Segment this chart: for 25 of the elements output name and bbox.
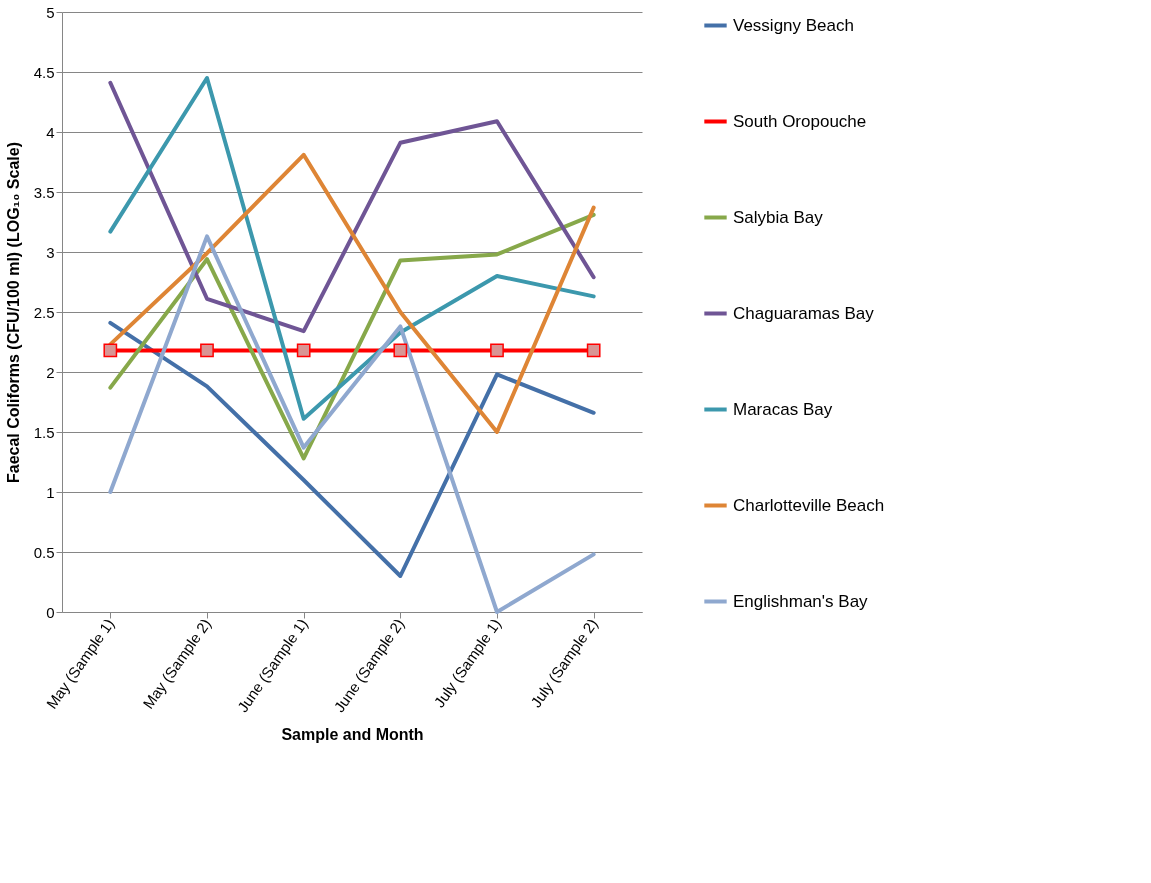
legend-label: Salybia Bay bbox=[733, 207, 824, 227]
x-axis-title: Sample and Month bbox=[281, 726, 424, 744]
y-tick-label: 3.5 bbox=[33, 183, 55, 201]
y-tick-label: 0 bbox=[46, 603, 55, 621]
y-tick-label: 4.5 bbox=[33, 63, 55, 81]
line-series bbox=[108, 212, 596, 461]
legend-label: Englishman's Bay bbox=[733, 591, 869, 611]
y-tick-label: 1.5 bbox=[33, 423, 55, 441]
legend-label: South Oropouche bbox=[733, 111, 867, 131]
line-series bbox=[108, 80, 596, 334]
legend-label: Chaguaramas Bay bbox=[733, 303, 875, 323]
y-tick-label: 3 bbox=[46, 243, 55, 261]
legend-label: Charlotteville Beach bbox=[733, 495, 885, 515]
line-series bbox=[108, 76, 596, 421]
y-tick-label: 2 bbox=[46, 363, 55, 381]
legend-label: Vessigny Beach bbox=[733, 15, 854, 35]
y-tick-label: 5 bbox=[46, 3, 55, 21]
line-series bbox=[108, 320, 596, 578]
y-axis-title: Faecal Coliforms (CFU/100 ml) (LOG₁₀ Scale) bbox=[4, 141, 22, 484]
y-tick-label: 2.5 bbox=[33, 303, 55, 321]
y-tick-label: 0.5 bbox=[33, 543, 55, 561]
y-tick-label: 1 bbox=[46, 483, 55, 501]
line-series bbox=[108, 234, 596, 614]
y-tick-label: 4 bbox=[46, 123, 55, 141]
legend-label: Maracas Bay bbox=[733, 399, 833, 419]
